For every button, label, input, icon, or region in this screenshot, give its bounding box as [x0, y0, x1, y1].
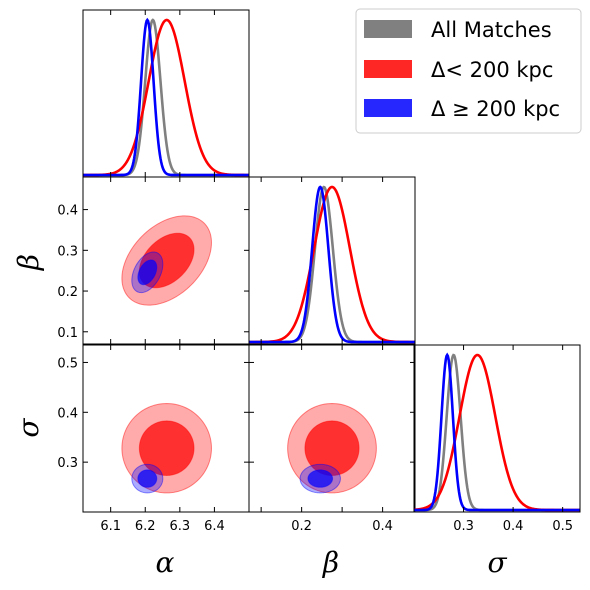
panel-content — [83, 17, 249, 177]
contour-68 — [307, 469, 334, 488]
marginal-curve-alpha — [83, 18, 249, 177]
panel-frame — [248, 176, 416, 345]
marginal-curve-beta — [249, 185, 415, 344]
marginal-curve-sigma — [414, 352, 580, 512]
xlabel-alpha: α — [156, 546, 175, 579]
y-tick-label-beta: 0.4 — [57, 204, 78, 219]
xlabel-sigma: σ — [487, 546, 507, 579]
x-tick-label-alpha: 6.4 — [204, 519, 225, 534]
x-tick-label-alpha: 6.2 — [135, 519, 156, 534]
x-tick-label-sigma: 0.3 — [453, 519, 474, 534]
panel-frame — [248, 344, 416, 513]
legend-label-all-matches: All Matches — [431, 18, 552, 42]
contour-68 — [304, 420, 360, 476]
panel-content — [287, 402, 377, 494]
y-tick-label-beta: 0.2 — [57, 285, 78, 300]
legend-label-far: Δ ≥ 200 kpc — [431, 97, 560, 121]
x-tick-label-sigma: 0.5 — [552, 519, 573, 534]
x-tick-label-sigma: 0.4 — [503, 519, 524, 534]
panel-sigma-alpha — [82, 344, 250, 513]
marginal-curve-beta — [249, 185, 415, 344]
xlabel-beta: β — [322, 546, 339, 579]
y-tick-label-sigma: 0.3 — [57, 456, 78, 471]
legend-swatch-far — [364, 99, 412, 117]
marginal-curve-sigma — [414, 353, 580, 512]
panel-beta-alpha — [82, 176, 250, 345]
legend-swatch-all-matches — [364, 20, 412, 38]
ylabel-sigma: σ — [12, 418, 45, 438]
labels-layer: α β σ β σ — [12, 254, 507, 579]
legend-label-near: Δ< 200 kpc — [431, 58, 553, 82]
panel-frame — [82, 9, 250, 178]
marginal-curve-alpha — [83, 17, 249, 177]
x-tick-label-beta: 0.2 — [291, 519, 312, 534]
contour-68 — [137, 259, 158, 286]
panel-alpha-alpha — [82, 9, 250, 178]
legend-box — [355, 8, 582, 134]
marginal-curve-beta — [249, 185, 415, 344]
ticks-layer: 6.1 6.2 6.3 6.4 0.2 0.4 0.3 0.4 0.5 0.1 0.2 0.3 0.4 0… — [57, 10, 573, 534]
legend-swatch-near — [364, 60, 412, 78]
marginal-curve-alpha — [83, 18, 249, 177]
x-tick-label-beta: 0.4 — [372, 519, 393, 534]
ylabel-beta: β — [12, 254, 45, 271]
panel-frame — [413, 344, 581, 513]
panel-content — [249, 185, 415, 344]
contour-68 — [138, 420, 195, 476]
panels-layer — [82, 9, 581, 513]
panel-beta-beta — [248, 176, 416, 345]
panel-content — [414, 352, 580, 512]
panel-content — [121, 402, 212, 494]
panel-sigma-sigma — [413, 344, 581, 513]
y-tick-label-beta: 0.1 — [57, 326, 78, 341]
legend: All Matches Δ< 200 kpc Δ ≥ 200 kpc — [355, 8, 582, 134]
panel-sigma-beta — [248, 344, 416, 513]
x-tick-label-alpha: 6.3 — [169, 519, 190, 534]
x-tick-label-alpha: 6.1 — [100, 519, 121, 534]
panel-content — [121, 215, 212, 306]
y-tick-label-sigma: 0.4 — [57, 406, 78, 421]
contour-68 — [137, 469, 158, 488]
y-tick-label-beta: 0.3 — [57, 244, 78, 259]
y-tick-label-sigma: 0.5 — [57, 356, 78, 371]
